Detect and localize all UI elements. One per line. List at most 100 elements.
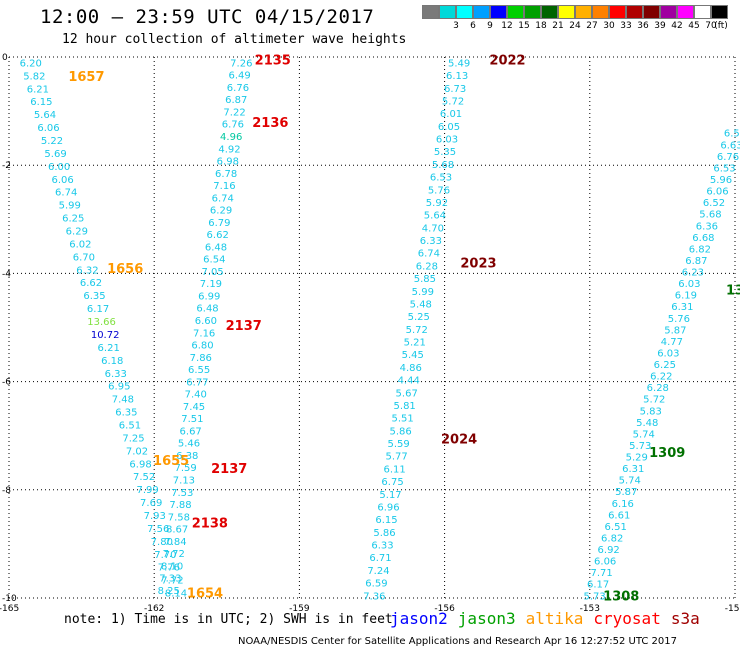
wave-height-value: 8.10 (161, 561, 183, 572)
wave-height-value: 5.86 (373, 528, 395, 539)
wave-height-value: 6.77 (186, 377, 208, 388)
wave-height-value: 7.69 (140, 498, 162, 509)
wave-height-value: 6.74 (55, 188, 77, 199)
x-tick-label: -165 (0, 604, 19, 614)
pass-time-label: 2137 (226, 319, 262, 334)
wave-height-value: 7.16 (213, 181, 235, 192)
wave-height-value: 4.92 (218, 144, 240, 155)
wave-height-value: 4.70 (422, 223, 444, 234)
wave-height-value: 6.05 (438, 122, 460, 133)
wave-height-value: 7.72 (161, 576, 183, 587)
x-tick-label: -156 (434, 604, 455, 614)
wave-height-value: 7.52 (133, 472, 155, 483)
wave-height-value: 6.25 (62, 214, 84, 225)
x-tick-label: -150 (725, 604, 740, 614)
y-tick-label: 0 (2, 53, 8, 63)
wave-height-value: 6.21 (27, 84, 49, 95)
satellite-jason2: jason2 (390, 609, 448, 628)
pass-time-label: 2137 (211, 462, 247, 477)
wave-height-value: 5.74 (633, 429, 655, 440)
wave-height-value: 7.56 (147, 524, 169, 535)
legend-swatch (558, 5, 575, 19)
wave-height-value: 6.51 (605, 522, 627, 533)
wave-height-value: 5.85 (414, 274, 436, 285)
wave-height-value: 6.53 (713, 163, 735, 174)
wave-height-value: 6.16 (612, 499, 634, 510)
wave-height-value: 6.36 (696, 221, 718, 232)
pass-time-label: 2022 (489, 54, 525, 69)
legend-unit: (ft) (714, 21, 728, 31)
pass-time-label: 2135 (255, 54, 291, 69)
wave-height-value: 5.51 (392, 414, 414, 425)
legend-swatch (524, 5, 541, 19)
wave-height-value: 5.21 (404, 338, 426, 349)
legend-swatch (677, 5, 694, 19)
legend-label: 24 (569, 21, 581, 31)
legend-label: 36 (637, 21, 649, 31)
wave-height-value: 6.71 (369, 553, 391, 564)
wave-height-value: 6.38 (176, 451, 198, 462)
wave-height-value: 6.59 (365, 579, 387, 590)
wave-height-value: 6.96 (377, 502, 399, 513)
wave-height-value: 7.25 (122, 433, 144, 444)
satellite-altika: altika (525, 609, 584, 628)
wave-height-value: 6.32 (76, 265, 98, 276)
legend-label: 18 (535, 21, 547, 31)
wave-height-value: 6.03 (436, 135, 458, 146)
wave-height-value: 6.95 (108, 382, 130, 393)
legend-label: 45 (688, 21, 700, 31)
wave-height-value: 5.45 (402, 350, 424, 361)
wave-height-value: 7.58 (168, 512, 190, 523)
wave-height-value: 6.92 (598, 545, 620, 556)
wave-height-value: 6.01 (440, 109, 462, 120)
wave-height-value: 7.53 (171, 488, 193, 499)
wave-height-value: 5.49 (448, 58, 470, 69)
wave-height-value: 6.82 (689, 244, 711, 255)
legend-swatch (609, 5, 626, 19)
wave-height-value: 6.75 (381, 477, 403, 488)
wave-height-value: 6.80 (191, 341, 213, 352)
wave-height-value: 7.36 (363, 591, 385, 602)
wave-height-value: 5.72 (406, 325, 428, 336)
wave-height-value: 5.48 (636, 418, 658, 429)
wave-height-value: 5.81 (394, 401, 416, 412)
legend-label: 15 (518, 21, 530, 31)
wave-height-value: 6.60 (195, 316, 217, 327)
wave-height-value: 7.26 (230, 58, 252, 69)
wave-height-value: 5.92 (426, 198, 448, 209)
legend-label: 42 (671, 21, 683, 31)
wave-height-value: 5.35 (434, 147, 456, 158)
legend-swatch (422, 5, 439, 19)
wave-height-value: 5.17 (379, 490, 401, 501)
wave-height-value: 6.87 (225, 95, 247, 106)
wave-height-value: 6.74 (418, 249, 440, 260)
wave-height-value: 7.80 (151, 537, 173, 548)
wave-height-value: 6.20 (20, 58, 42, 69)
legend-swatch (592, 5, 609, 19)
wave-height-value: 6.29 (210, 206, 232, 217)
wave-height-value: 7.76 (158, 563, 180, 574)
wave-height-value: 6.98 (129, 459, 151, 470)
wave-height-value: 5.69 (44, 149, 66, 160)
legend-swatch (456, 5, 473, 19)
wave-height-value: 7.99 (137, 485, 159, 496)
pass-time-label: 2023 (460, 257, 496, 272)
wave-height-value: 5.64 (34, 110, 56, 121)
legend-label: 12 (501, 21, 513, 31)
legend-label: 6 (470, 21, 476, 31)
wave-height-value: 5.76 (668, 314, 690, 325)
pass-time-label: 2138 (192, 516, 228, 531)
wave-height-value: 7.72 (163, 549, 185, 560)
pass-time-label: 1656 (107, 262, 143, 277)
pass-time-label: 1308 (603, 589, 639, 604)
wave-height-value: 5.86 (390, 426, 412, 437)
wave-height-value: 6.00 (48, 162, 70, 173)
wave-height-value: 6.21 (98, 343, 120, 354)
wave-height-value: 6.06 (706, 187, 728, 198)
y-tick-label: -8 (2, 486, 11, 496)
wave-height-value: 5.87 (615, 487, 637, 498)
wave-height-value: 6.17 (587, 580, 609, 591)
wave-height-value: 5.68 (699, 210, 721, 221)
wave-height-value: 6.56 (724, 129, 740, 140)
wave-height-value: 5.74 (619, 476, 641, 487)
